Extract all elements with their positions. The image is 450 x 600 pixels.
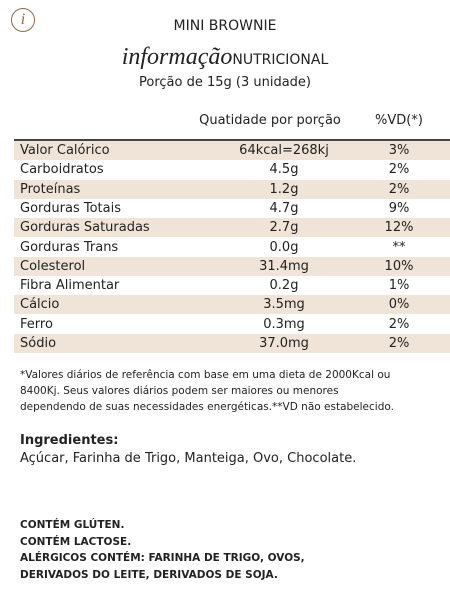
nutrient-name: Carboidratos [20, 162, 104, 178]
nutrient-quantity: 37.0mg [259, 336, 309, 351]
nutrient-quantity: 3.5mg [263, 297, 305, 313]
nutrient-name: Sódio [20, 336, 57, 351]
column-header: %VD(*) [375, 113, 423, 128]
allergen-line: CONTÉM LACTOSE. [20, 535, 132, 548]
subtitle-script: informação [121, 44, 233, 70]
nutrient-quantity: 1.2g [269, 181, 299, 197]
nutrient-vd: ** [392, 239, 406, 255]
column-header: Quatidade por porção [199, 113, 341, 128]
nutrient-vd: 2% [388, 336, 410, 351]
table-row: Gorduras Saturadas 2.7g 12% [14, 218, 450, 238]
nutrient-name: Fibra Alimentar [20, 278, 120, 294]
ingredients-text: Açúcar, Farinha de Trigo, Manteiga, Ovo,… [20, 451, 357, 466]
subtitle-block: informaçãoNUTRICIONAL [0, 44, 450, 71]
nutrient-name: Cálcio [20, 297, 60, 313]
nutrient-quantity: 4.5g [269, 162, 299, 178]
nutrient-vd: 3% [388, 143, 410, 158]
nutrient-quantity: 4.7g [269, 200, 299, 216]
info-icon: i [11, 8, 35, 32]
nutrient-name: Proteínas [20, 181, 81, 197]
nutrient-vd: 2% [388, 316, 410, 332]
allergen-line: CONTÉM GLÚTEN. [20, 519, 125, 531]
footnote-line: 8400Kj. Seus valores diários podem ser m… [20, 385, 339, 397]
nutrient-vd: 2% [388, 181, 410, 197]
table-row: Ferro 0.3mg 2% [14, 315, 450, 334]
footnote-line: *Valores diários de referência com base … [20, 369, 391, 381]
nutrient-vd: 9% [388, 200, 410, 216]
nutrient-name: Gorduras Totais [20, 200, 121, 216]
table-rule [14, 139, 450, 141]
title: MINI BROWNIE [173, 18, 277, 34]
table-row: Fibra Alimentar 0.2g 1% [14, 276, 450, 295]
nutrient-vd: 2% [388, 162, 410, 178]
allergen-line: DERIVADOS DO LEITE, DERIVADOS DE SOJA. [20, 568, 278, 581]
nutrient-quantity: 0.3mg [263, 316, 305, 332]
nutrient-name: Ferro [20, 316, 53, 332]
nutrient-quantity: 2.7g [269, 220, 299, 236]
nutrient-vd: 1% [388, 278, 410, 294]
nutrient-vd: 0% [388, 297, 410, 313]
portion: Porção de 15g (3 unidade) [138, 75, 311, 90]
nutrient-name: Gorduras Trans [20, 239, 119, 255]
nutrient-name: Valor Calórico [20, 143, 110, 158]
subtitle: NUTRICIONAL [232, 52, 329, 68]
nutrient-quantity: 0.2g [269, 278, 299, 294]
table-row: Cálcio 3.5mg 0% [14, 295, 450, 315]
table-row: Valor Calórico 64kcal=268kj 3% [14, 141, 450, 160]
allergen-line: ALÉRGICOS CONTÉM: FARINHA DE TRIGO, OVOS… [20, 552, 305, 564]
nutrient-vd: 10% [384, 258, 414, 274]
nutrient-name: Colesterol [20, 258, 86, 274]
table-row: Proteínas 1.2g 2% [14, 179, 450, 199]
table-row: Sódio 37.0mg 2% [14, 334, 450, 353]
nutrient-quantity: 64kcal=268kj [239, 143, 329, 158]
nutrient-quantity: 0.0g [269, 239, 299, 255]
table-row: Gorduras Totais 4.7g 9% [14, 199, 450, 218]
ingredients-title: Ingredientes: [20, 433, 119, 448]
nutrient-name: Gorduras Saturadas [20, 220, 150, 236]
table-row: Colesterol 31.4mg 10% [14, 256, 450, 276]
table-row: Carboidratos 4.5g 2% [14, 160, 450, 179]
footnote-line: dependendo de suas necessidades energéti… [20, 401, 394, 413]
table-row: Gorduras Trans 0.0g ** [14, 238, 450, 257]
nutrient-vd: 12% [384, 220, 414, 236]
nutrient-quantity: 31.4mg [259, 258, 309, 274]
